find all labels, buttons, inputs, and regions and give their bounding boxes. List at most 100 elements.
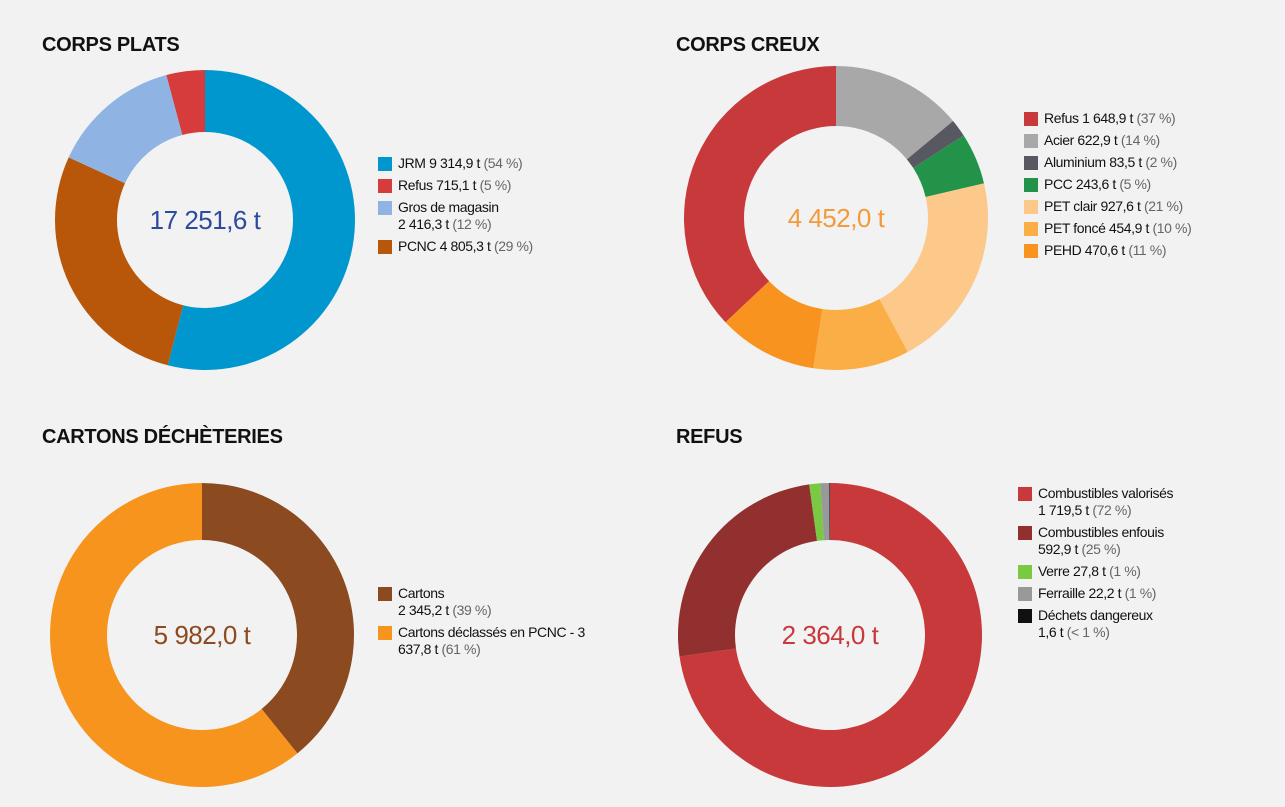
legend-swatch (378, 201, 392, 215)
legend-swatch (378, 179, 392, 193)
legend-percent: (25 %) (1081, 541, 1121, 557)
legend-value: 2 416,3 t (398, 216, 449, 232)
legend-value: 4 805,3 t (439, 238, 491, 254)
legend-swatch (1024, 178, 1038, 192)
chart-title: CORPS CREUX (676, 34, 820, 56)
legend-category: Cartons (398, 585, 445, 601)
donut-slice (829, 483, 830, 541)
legend-value-group: 22,2 t (1 %) (1088, 585, 1156, 601)
legend-swatch (1018, 609, 1032, 623)
legend-swatch (1024, 156, 1038, 170)
donut-slice (684, 66, 836, 323)
legend-swatch (1018, 565, 1032, 579)
legend-category: Ferraille (1038, 585, 1085, 601)
legend-value-group: 2 345,2 t (39 %) (398, 602, 608, 619)
legend-value: 83,5 t (1109, 154, 1142, 170)
legend-item: PET clair 927,6 t (21 %) (1024, 198, 1274, 215)
legend: JRM 9 314,9 t (54 %) Refus 715,1 t (5 %) G… (378, 155, 598, 260)
donut-slice (54, 157, 184, 366)
legend-category: Aluminium (1044, 154, 1106, 170)
legend-value: 622,9 t (1077, 132, 1118, 148)
legend-value-group: 454,9 t (10 %) (1109, 220, 1192, 236)
legend-percent: (1 %) (1124, 585, 1157, 601)
legend-item: Gros de magasin 2 416,3 t (12 %) (378, 199, 598, 233)
legend-item: Cartons déclassés en PCNC - 3 637,8 t (6… (378, 624, 608, 658)
legend-value-group: 1 719,5 t (72 %) (1038, 502, 1248, 519)
legend-value-group: 83,5 t (2 %) (1109, 154, 1177, 170)
legend-value: 1,6 t (1038, 624, 1064, 640)
legend-percent: (61 %) (441, 641, 481, 657)
legend-value: 2 345,2 t (398, 602, 449, 618)
legend-swatch (378, 240, 392, 254)
legend-percent: (14 %) (1120, 132, 1160, 148)
legend-item: Verre 27,8 t (1 %) (1018, 563, 1248, 580)
donut-slice (836, 66, 954, 160)
legend-item: Acier 622,9 t (14 %) (1024, 132, 1274, 149)
legend-swatch (1024, 134, 1038, 148)
legend-value-group: 3 637,8 t (61 %) (398, 624, 585, 657)
legend-swatch (1024, 222, 1038, 236)
legend-percent: (5 %) (1119, 176, 1151, 192)
legend-percent: (1 %) (1109, 563, 1141, 579)
donut-slice (166, 70, 205, 135)
legend-swatch (1024, 244, 1038, 258)
legend-percent: (54 %) (483, 155, 523, 171)
donut-slice (679, 483, 982, 787)
legend-percent: (21 %) (1143, 198, 1183, 214)
legend: Cartons 2 345,2 t (39 %) Cartons déclassé… (378, 585, 608, 663)
legend-value: 22,2 t (1088, 585, 1122, 601)
legend-percent: (72 %) (1092, 502, 1132, 518)
legend-percent: (10 %) (1152, 220, 1192, 236)
legend-value-group: 1,6 t (< 1 %) (1038, 624, 1248, 641)
legend-value: 243,6 t (1075, 176, 1116, 192)
donut-slice (820, 483, 830, 541)
chart-title: REFUS (676, 426, 743, 448)
legend-category: Verre (1038, 563, 1070, 579)
legend: Combustibles valorisés 1 719,5 t (72 %) C… (1018, 485, 1248, 646)
donut-slice (809, 483, 824, 541)
legend-percent: (37 %) (1136, 110, 1176, 126)
legend-percent: (2 %) (1145, 154, 1177, 170)
legend-percent: (5 %) (479, 177, 512, 193)
donut-slice (167, 70, 355, 370)
legend-value-group: 592,9 t (25 %) (1038, 541, 1248, 558)
legend-category: PEHD (1044, 242, 1082, 258)
legend-item: PEHD 470,6 t (11 %) (1024, 242, 1274, 259)
legend-category: Déchets dangereux (1038, 607, 1153, 623)
donut-slice (913, 135, 984, 198)
donut-slice (68, 75, 183, 184)
legend-value-group: 9 314,9 t (54 %) (429, 155, 523, 171)
legend-value: 470,6 t (1084, 242, 1125, 258)
legend-value: 9 314,9 t (429, 155, 480, 171)
legend-swatch (1018, 587, 1032, 601)
legend-swatch (1024, 112, 1038, 126)
legend-value-group: 243,6 t (5 %) (1076, 176, 1151, 192)
legend-item: Déchets dangereux 1,6 t (< 1 %) (1018, 607, 1248, 641)
chart-title: CARTONS DÉCHÈTERIES (42, 426, 283, 448)
legend-value-group: 4 805,3 t (29 %) (439, 238, 534, 254)
legend-category: Acier (1044, 132, 1074, 148)
center-label: 2 364,0 t (782, 620, 880, 650)
legend: Refus 1 648,9 t (37 %) Acier 622,9 t (14 … (1024, 110, 1274, 264)
legend-value: 592,9 t (1038, 541, 1079, 557)
legend-category: PCNC (398, 238, 437, 254)
center-label: 5 982,0 t (154, 620, 252, 650)
legend-category: JRM (398, 155, 426, 171)
legend-value: 715,1 t (436, 177, 477, 193)
legend-swatch (1024, 200, 1038, 214)
legend-value-group: 470,6 t (11 %) (1084, 242, 1167, 258)
legend-value: 927,6 t (1100, 198, 1141, 214)
legend-category: Refus (1044, 110, 1079, 126)
donut-slice (725, 281, 823, 369)
legend-category: Combustibles enfouis (1038, 524, 1164, 540)
legend-category: Combustibles valorisés (1038, 485, 1174, 501)
legend-swatch (1018, 487, 1032, 501)
legend-item: Aluminium 83,5 t (2 %) (1024, 154, 1274, 171)
legend-value-group: 622,9 t (14 %) (1077, 132, 1160, 148)
legend-value-group: 1 648,9 t (37 %) (1082, 110, 1176, 126)
donut-slice (813, 299, 908, 370)
legend-swatch (378, 626, 392, 640)
legend-swatch (378, 157, 392, 171)
